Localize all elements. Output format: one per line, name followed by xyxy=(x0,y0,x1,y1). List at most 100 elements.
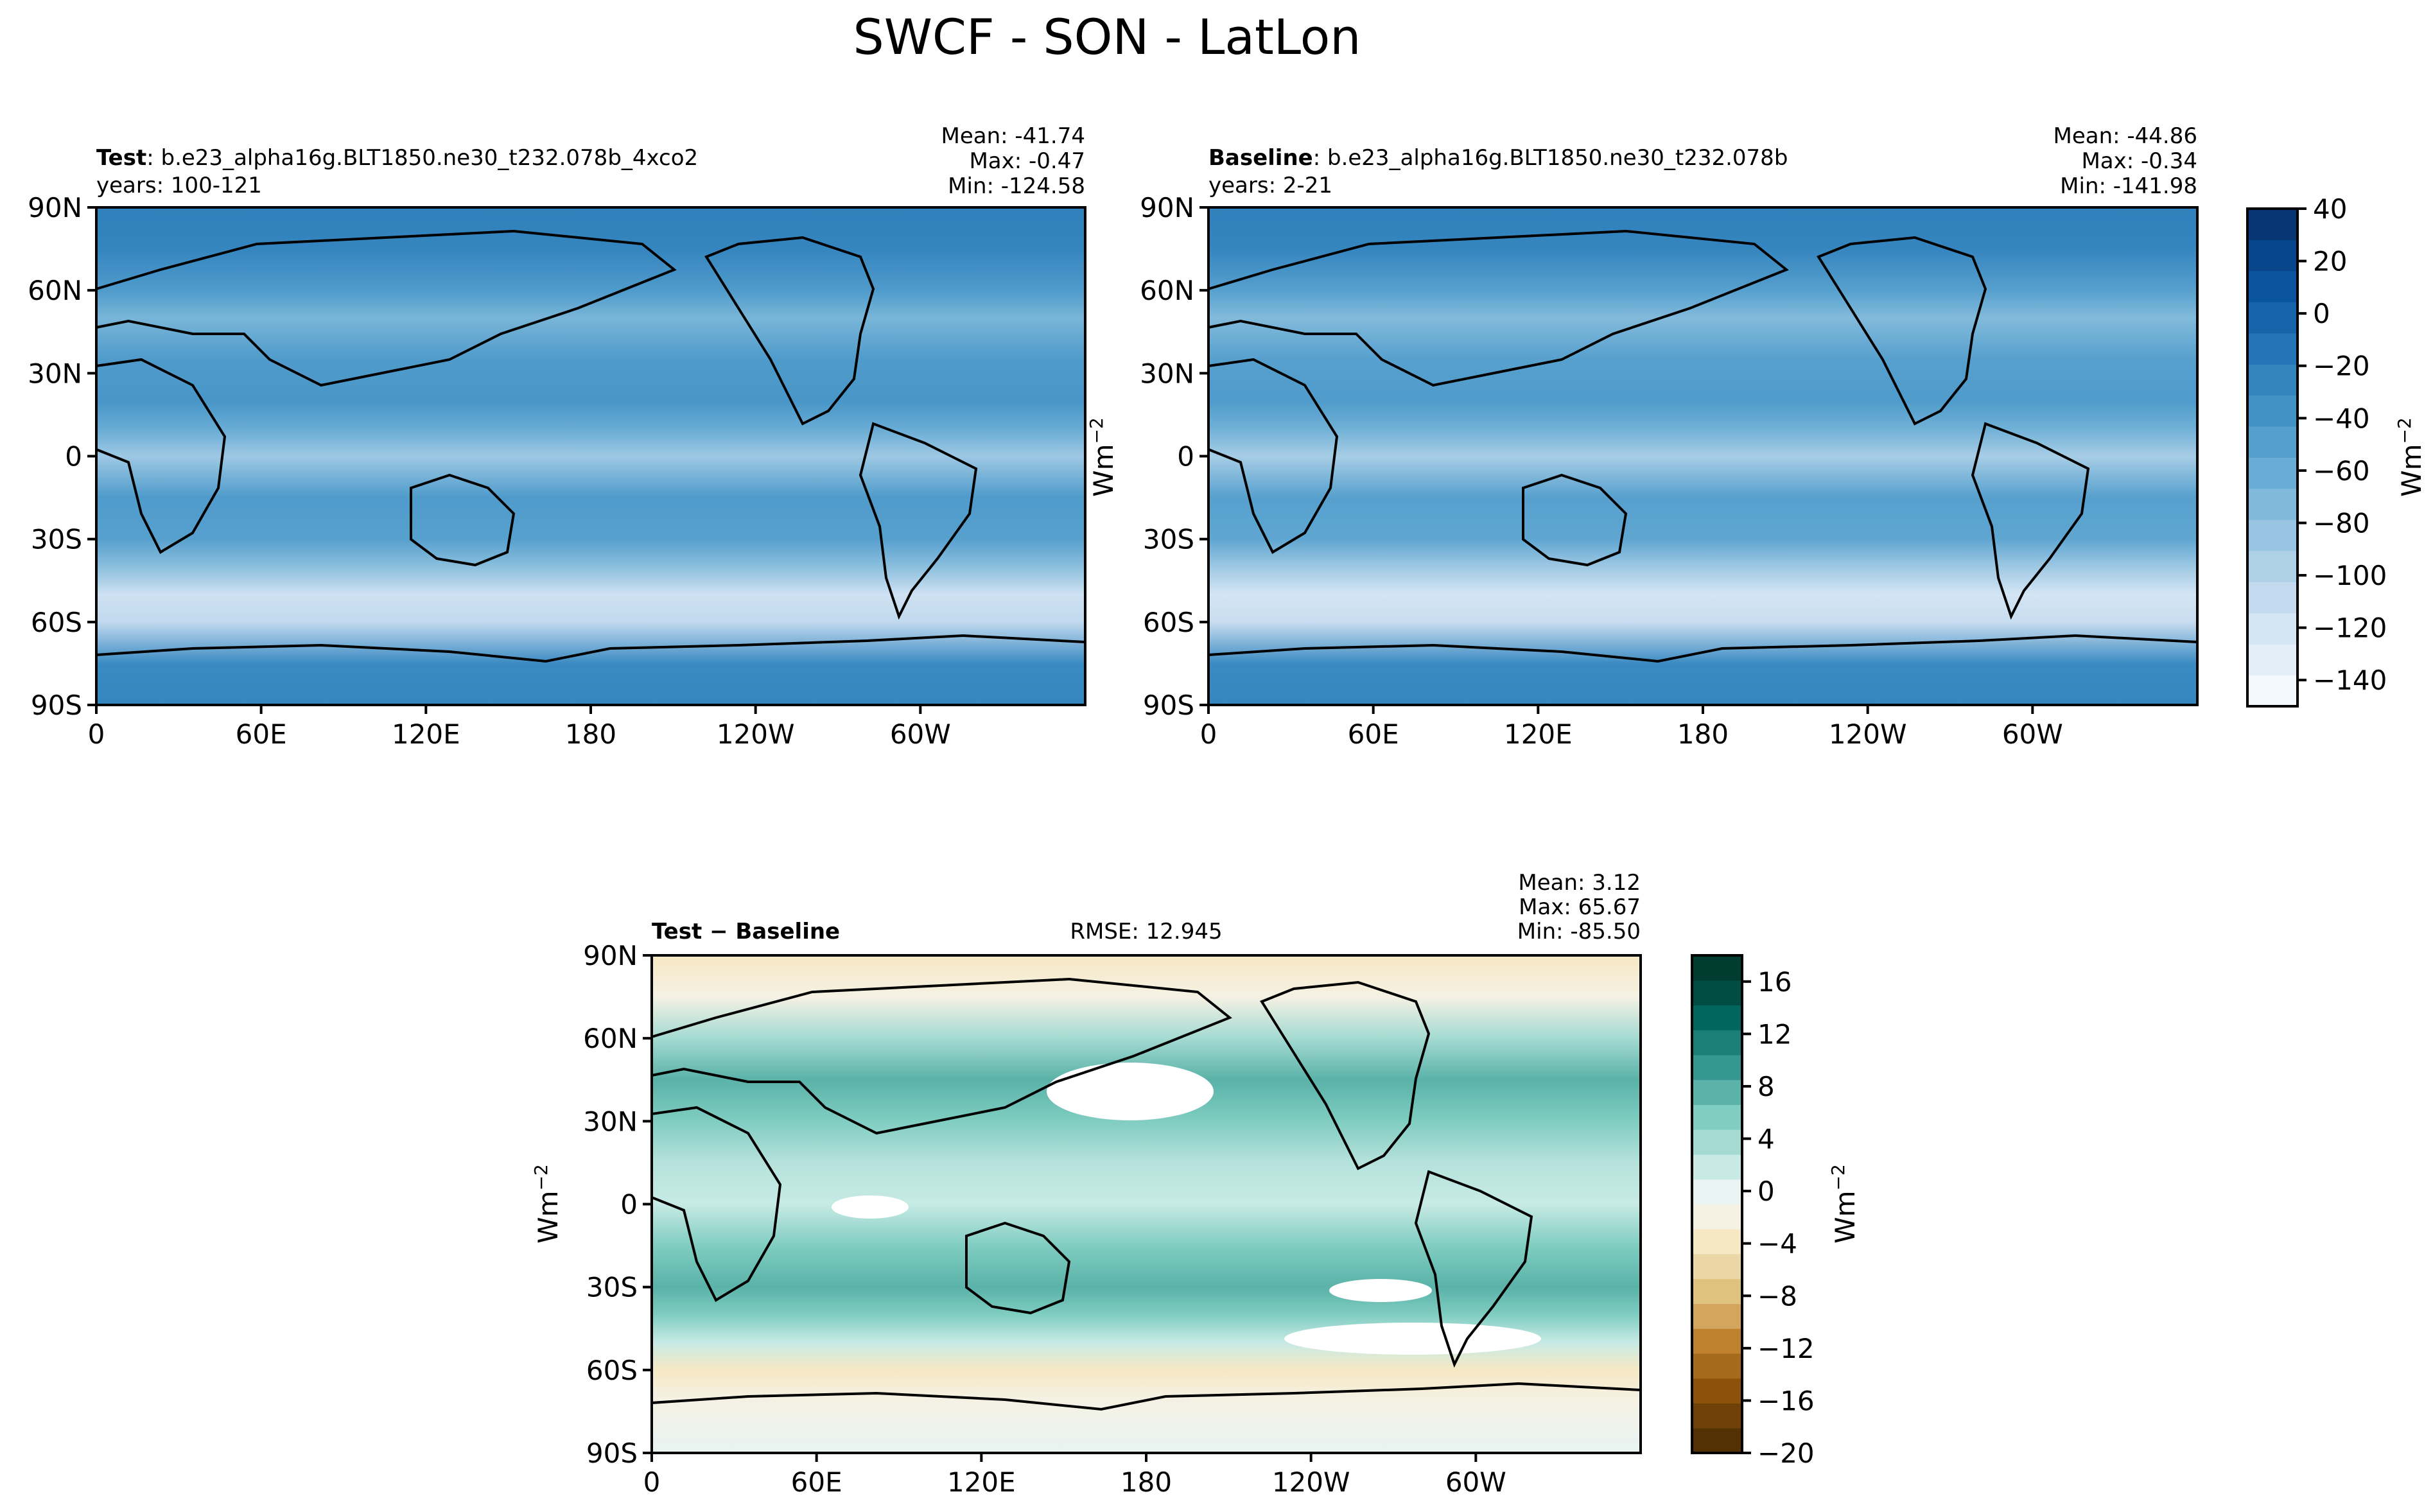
x-tick-label: 120E xyxy=(1504,718,1573,750)
colorbar-top-units: Wm−2 xyxy=(2394,417,2427,497)
top-panels-units: Wm−2 xyxy=(1086,417,1119,497)
test-antarctica-coastline xyxy=(96,634,1086,663)
diff-mean: Mean: 3.12 xyxy=(1518,870,1641,896)
colorbar-swatch xyxy=(2247,644,2298,676)
colorbar-tick-label: −8 xyxy=(1757,1280,1797,1312)
test-eurasia-coastline xyxy=(96,229,677,387)
y-tick-label: 90N xyxy=(28,192,82,223)
diff-y-ticks: 90N 60N 30N 0 30S 60S 90S xyxy=(583,940,652,1469)
diff-eurasia-coastline xyxy=(651,977,1232,1135)
diff-clipped-region-south-pacific xyxy=(1329,1279,1432,1302)
colorbar-swatch xyxy=(2247,426,2298,458)
colorbar-tick-label: 40 xyxy=(2313,193,2347,225)
colorbar-tick-label: −16 xyxy=(1757,1385,1815,1416)
baseline-x-ticks: 0 60E 120E 180 120W 60W xyxy=(1200,705,2063,750)
colorbar-diff-units-base: Wm xyxy=(1829,1190,1861,1243)
y-tick-label: 0 xyxy=(1177,441,1194,473)
baseline-mean: Mean: -44.86 xyxy=(2053,123,2197,149)
colorbar-top: 40 20 0 −20 −40 −60 −80 −100 −120 −140 Wm−2 xyxy=(2246,193,2427,708)
baseline-north-america-coastline xyxy=(1817,236,1987,426)
colorbar-swatch xyxy=(1692,955,1742,981)
colorbar-swatch xyxy=(2247,302,2298,334)
colorbar-swatch xyxy=(2247,488,2298,520)
test-y-ticks: 90N 60N 30N 0 30S 60S 90S xyxy=(28,192,96,721)
baseline-years: years: 2-21 xyxy=(1208,173,1332,198)
diff-africa-coastline xyxy=(651,1106,782,1302)
baseline-map-field xyxy=(1208,207,2197,705)
colorbar-swatch xyxy=(1692,1104,1742,1130)
baseline-label: Baseline: b.e23_alpha16g.BLT1850.ne30_t2… xyxy=(1208,145,1788,171)
colorbar-swatch xyxy=(1692,1353,1742,1379)
y-tick-label: 90S xyxy=(31,690,82,721)
panel-diff: Test − Baseline RMSE: 12.945 Mean: 3.12 … xyxy=(530,870,1642,1498)
colorbar-tick-label: −20 xyxy=(1757,1438,1815,1469)
y-tick-label: 60S xyxy=(31,607,82,638)
colorbar-tick-label: −140 xyxy=(2313,665,2387,696)
y-tick-label: 30N xyxy=(28,358,82,389)
x-tick-label: 120E xyxy=(947,1466,1016,1498)
baseline-label-case: : b.e23_alpha16g.BLT1850.ne30_t232.078b xyxy=(1313,145,1788,171)
colorbar-swatch xyxy=(1692,1005,1742,1030)
colorbar-tick-label: 0 xyxy=(1757,1176,1775,1207)
colorbar-swatch xyxy=(1692,1428,1742,1454)
x-tick-label: 180 xyxy=(565,718,616,750)
colorbar-diff-ticks: 16 12 8 4 0 −4 −8 −12 −16 −20 xyxy=(1742,966,1815,1469)
colorbar-swatch xyxy=(1692,1154,1742,1180)
diff-min: Min: -85.50 xyxy=(1517,919,1641,944)
colorbar-tick-label: −60 xyxy=(2313,455,2370,487)
diff-clipped-region-indian-ocean xyxy=(832,1195,909,1219)
colorbar-tick-label: 0 xyxy=(2313,298,2330,329)
test-label-bold: Test xyxy=(96,145,146,171)
test-map-field xyxy=(96,207,1085,705)
diff-map-features xyxy=(651,977,1641,1411)
colorbar-swatch xyxy=(1692,1378,1742,1403)
diff-antarctica-coastline xyxy=(651,1382,1641,1411)
colorbar-swatch xyxy=(2247,550,2298,582)
test-min: Min: -124.58 xyxy=(948,173,1085,199)
diff-australia-coastline xyxy=(965,1221,1071,1315)
colorbar-tick-label: 16 xyxy=(1757,966,1792,998)
y-tick-label: 30S xyxy=(586,1272,638,1303)
y-tick-label: 30N xyxy=(583,1106,638,1137)
baseline-antarctica-coastline xyxy=(1208,634,2198,663)
y-tick-label: 90N xyxy=(583,940,638,971)
x-tick-label: 60E xyxy=(1348,718,1399,750)
colorbar-swatch xyxy=(1692,1179,1742,1204)
colorbar-tick-label: −4 xyxy=(1757,1228,1797,1260)
colorbar-tick-label: 12 xyxy=(1757,1018,1792,1050)
baseline-y-ticks: 90N 60N 30N 0 30S 60S 90S xyxy=(1140,192,1208,721)
baseline-australia-coastline xyxy=(1522,473,1628,567)
x-tick-label: 60W xyxy=(890,718,951,750)
colorbar-swatch xyxy=(2247,457,2298,489)
x-tick-label: 60W xyxy=(2002,718,2063,750)
y-tick-label: 60S xyxy=(1143,607,1194,638)
y-tick-label: 30S xyxy=(1143,524,1194,555)
colorbar-swatch xyxy=(1692,1278,1742,1304)
x-tick-label: 60E xyxy=(791,1466,842,1498)
colorbar-top-units-exp: −2 xyxy=(2394,417,2415,444)
y-tick-label: 60N xyxy=(1140,275,1194,306)
colorbar-swatch xyxy=(1692,1254,1742,1280)
y-tick-label: 60S xyxy=(586,1355,638,1386)
colorbar-swatch xyxy=(2247,675,2298,707)
colorbar-tick-label: −20 xyxy=(2313,351,2370,382)
test-max: Max: -0.47 xyxy=(969,148,1085,174)
y-tick-label: 90S xyxy=(586,1438,638,1469)
diff-label: Test − Baseline xyxy=(652,919,840,944)
test-africa-coastline xyxy=(96,358,227,554)
diff-panel-units: Wm−2 xyxy=(530,1164,564,1244)
x-tick-label: 180 xyxy=(1121,1466,1172,1498)
y-tick-label: 60N xyxy=(583,1023,638,1054)
x-tick-label: 120W xyxy=(1272,1466,1350,1498)
y-tick-label: 90S xyxy=(1143,690,1194,721)
colorbar-swatch xyxy=(2247,519,2298,552)
colorbar-diff-units: Wm−2 xyxy=(1827,1164,1861,1244)
panel-test: Test: b.e23_alpha16g.BLT1850.ne30_t232.0… xyxy=(28,123,1086,750)
y-tick-label: 90N xyxy=(1140,192,1194,223)
baseline-africa-coastline xyxy=(1208,358,1339,554)
diff-clipped-region-north-pacific xyxy=(1047,1063,1214,1120)
colorbar-tick-label: 4 xyxy=(1757,1124,1775,1155)
baseline-max: Max: -0.34 xyxy=(2081,148,2197,174)
test-map-features xyxy=(96,229,1086,663)
